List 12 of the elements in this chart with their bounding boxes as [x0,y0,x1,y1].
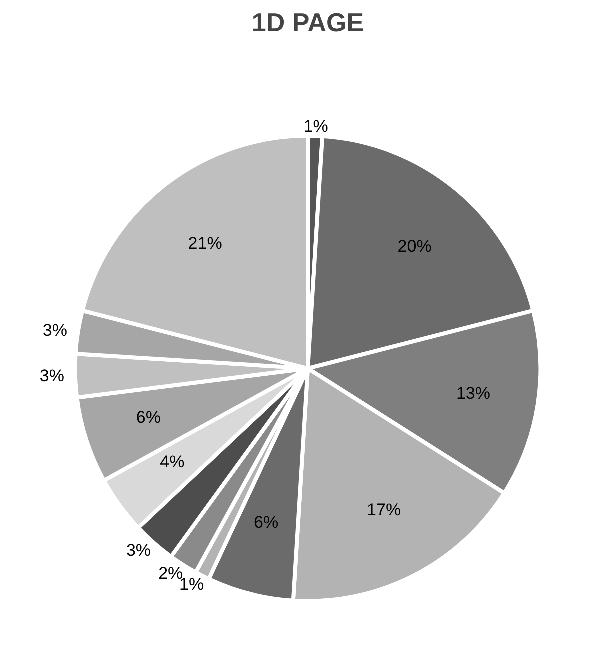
data-label: 6% [254,512,279,532]
data-label: 21% [188,234,222,253]
data-label: 3% [42,321,68,340]
data-label: 1% [304,116,328,136]
data-label: 4% [160,452,185,472]
data-label: 3% [40,366,64,386]
data-label: 13% [456,384,490,403]
data-label: 3% [126,540,152,560]
chart-title: 1D PAGE [252,8,364,38]
data-label: 17% [367,500,402,520]
data-label: 6% [136,408,161,428]
data-label: 20% [398,236,432,256]
